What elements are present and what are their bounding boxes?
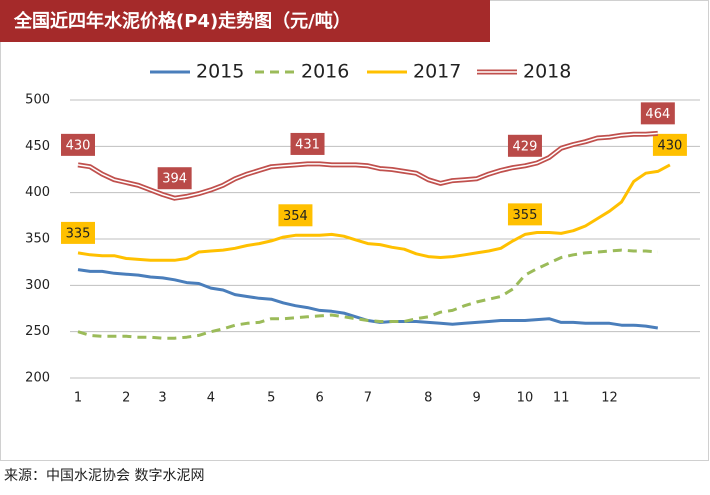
data-label: 464 xyxy=(645,107,670,122)
legend-label: 2016 xyxy=(301,61,349,83)
frame xyxy=(0,0,709,461)
data-label-box xyxy=(507,134,542,157)
title-banner xyxy=(0,0,490,42)
x-tick-label: 6 xyxy=(315,391,323,406)
data-label: 430 xyxy=(658,138,683,153)
y-tick-label: 300 xyxy=(25,278,50,293)
y-tick-label: 500 xyxy=(25,93,50,108)
chart-title: 全国近四年水泥价格(P4)走势图（元/吨） xyxy=(13,10,351,32)
data-label-box xyxy=(640,102,675,125)
x-tick-label: 9 xyxy=(472,391,480,406)
data-label-box xyxy=(61,221,95,244)
data-label: 431 xyxy=(295,137,320,152)
y-tick-label: 450 xyxy=(25,139,50,154)
data-label: 430 xyxy=(66,138,91,153)
source-note: 来源：中国水泥协会 数字水泥网 xyxy=(4,468,204,484)
x-tick-label: 2 xyxy=(122,391,130,406)
data-label-box xyxy=(290,132,325,155)
x-tick-label: 3 xyxy=(158,391,166,406)
x-tick-label: 1 xyxy=(74,391,82,406)
data-label: 429 xyxy=(513,139,538,154)
data-label: 354 xyxy=(283,209,308,224)
x-tick-label: 10 xyxy=(517,391,534,406)
x-tick-label: 11 xyxy=(553,391,570,406)
y-tick-label: 250 xyxy=(25,324,50,339)
x-tick-label: 7 xyxy=(364,391,372,406)
data-label: 355 xyxy=(513,208,538,223)
series-line xyxy=(77,248,658,340)
y-tick-label: 350 xyxy=(25,232,50,247)
series-line-inner xyxy=(77,132,658,199)
legend-label: 2017 xyxy=(413,61,461,83)
y-tick-label: 400 xyxy=(25,185,50,200)
data-label: 335 xyxy=(66,226,91,241)
y-tick-label: 200 xyxy=(25,371,50,386)
x-tick-label: 12 xyxy=(601,391,618,406)
series-line xyxy=(77,163,671,262)
data-label-box xyxy=(278,204,313,227)
x-tick-label: 8 xyxy=(424,391,432,406)
data-label-box xyxy=(157,167,192,190)
data-label-box xyxy=(652,133,687,156)
x-tick-label: 4 xyxy=(207,391,215,406)
data-label-box xyxy=(61,133,95,156)
x-tick-label: 5 xyxy=(267,391,275,406)
data-label: 394 xyxy=(162,172,187,187)
legend-label: 2018 xyxy=(523,61,571,83)
legend-label: 2015 xyxy=(196,61,244,83)
data-label-box xyxy=(507,203,542,226)
